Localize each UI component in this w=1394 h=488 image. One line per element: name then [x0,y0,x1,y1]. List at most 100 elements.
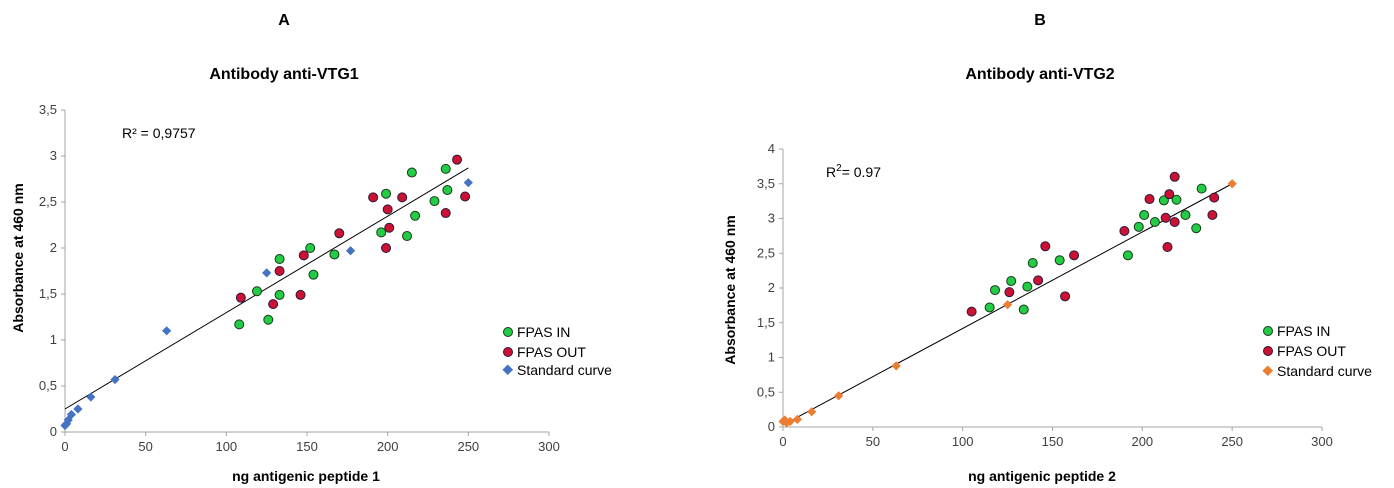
chart-panel-a: A Antibody anti-VTG1 R² = 0,9757 Absorba… [10,12,612,484]
x-tick-label-b: 300 [1311,434,1333,449]
data-point-fpas-out [1069,250,1080,261]
data-point-standard-curve [262,268,272,278]
y-tick-label-b: 3 [768,211,775,226]
data-point-fpas-out [1209,192,1220,203]
x-tick-label-a: 300 [538,439,560,454]
x-tick-label-b: 200 [1131,434,1153,449]
data-point-fpas-in [990,285,1001,296]
data-point-fpas-in [1171,194,1182,205]
data-point-fpas-in [1158,195,1169,206]
data-point-standard-curve [834,391,844,401]
data-point-fpas-out [295,289,306,300]
y-tick-label-b: 1 [768,350,775,365]
data-point-standard-curve [463,178,473,188]
legend-item-fpas-out-a: FPAS OUT [503,344,586,360]
x-tick-label-a: 50 [138,439,152,454]
y-tick-label-b: 4 [768,141,775,156]
data-point-standard-curve [63,415,73,425]
trendline-a [64,167,469,410]
data-point-fpas-in [440,163,451,174]
series-fpas-out-b [966,171,1220,317]
chart-title-a: Antibody anti-VTG1 [209,66,358,83]
series-standard-curve-a [60,178,473,431]
y-tick-label-a: 2 [50,240,57,255]
data-point-fpas-out [274,266,285,276]
y-tick-label-a: 0 [50,424,57,439]
data-point-fpas-in [1022,281,1033,292]
data-point-fpas-out [460,191,471,202]
data-point-fpas-out [334,228,345,239]
data-point-fpas-out [368,192,379,203]
data-point-fpas-out [452,154,463,165]
y-axis-a: 0 0,5 1 1,5 2 2,5 3 3,5 [39,102,66,439]
data-point-fpas-in [1027,257,1038,268]
x-tick-label-a: 250 [457,439,479,454]
x-tick-label-b: 250 [1221,434,1243,449]
legend-marker-standard-curve-b [1262,365,1274,377]
data-point-fpas-in [1149,216,1160,227]
data-point-fpas-in [1196,183,1207,194]
y-axis-title-b: Absorbance at 460 nm [722,215,738,364]
x-tick-label-a: 200 [377,439,399,454]
x-tick-label-a: 150 [296,439,318,454]
data-point-fpas-in [274,254,285,265]
series-standard-curve-b [778,179,1237,428]
x-tick-label-b: 100 [952,434,974,449]
y-tick-label-a: 1,5 [39,286,57,301]
data-point-standard-curve [162,326,172,336]
data-point-standard-curve [891,361,901,371]
legend-label-fpas-in-a: FPAS IN [517,324,570,340]
legend-label-fpas-out-a: FPAS OUT [517,344,586,360]
legend-item-fpas-out-b: FPAS OUT [1263,343,1346,359]
data-point-fpas-in [1018,304,1029,315]
data-point-fpas-out [382,204,393,215]
data-point-standard-curve [781,418,792,428]
data-point-standard-curve [73,404,83,414]
legend-label-fpas-in-b: FPAS IN [1277,323,1330,339]
data-point-fpas-in [1191,223,1202,234]
data-point-standard-curve [1002,300,1013,310]
data-point-fpas-out [384,222,395,233]
panel-label-b: B [1034,12,1046,29]
data-point-fpas-out [235,292,246,303]
data-point-fpas-in [402,231,413,242]
x-tick-label-a: 0 [61,439,68,454]
legend-marker-fpas-out-a [503,347,513,357]
data-point-standard-curve [62,419,72,429]
data-point-fpas-in [1006,276,1017,287]
data-point-standard-curve [66,409,77,420]
data-point-fpas-in [429,196,440,207]
y-tick-label-b: 1,5 [757,315,775,330]
data-point-fpas-in [308,269,319,280]
data-point-standard-curve [110,374,120,385]
series-fpas-out-a [235,154,471,310]
data-point-fpas-out [1164,189,1175,200]
r-squared-label-b: R2= 0.97 [826,163,881,180]
data-point-fpas-in [381,188,392,199]
y-tick-label-b: 0,5 [757,384,775,399]
data-point-fpas-in [1122,250,1133,261]
y-tick-label-a: 3,5 [39,102,57,117]
data-point-fpas-out [298,250,309,261]
y-tick-label-a: 1 [50,332,57,347]
data-point-fpas-in [329,249,340,260]
data-point-standard-curve [1227,179,1237,189]
data-point-fpas-in [406,167,417,178]
legend-item-standard-curve-a: Standard curve [502,362,612,378]
x-axis-title-a: ng antigenic peptide 1 [232,468,380,484]
y-tick-label-a: 0,5 [39,378,57,393]
y-tick-label-a: 2,5 [39,194,57,209]
data-point-fpas-in [274,289,285,300]
data-point-fpas-out [1033,275,1044,286]
panel-label-a: A [278,12,290,29]
legend-label-standard-curve-a: Standard curve [517,362,612,378]
data-point-fpas-out [1162,241,1173,252]
data-point-fpas-out [966,306,977,317]
chart-title-b: Antibody anti-VTG2 [965,66,1114,83]
plot-area-a [60,154,473,431]
series-fpas-in-a [234,163,453,330]
y-tick-label-b: 0 [768,419,775,434]
data-point-fpas-out [1160,212,1171,223]
y-tick-label-a: 3 [50,148,57,163]
series-fpas-in-b [984,183,1207,315]
